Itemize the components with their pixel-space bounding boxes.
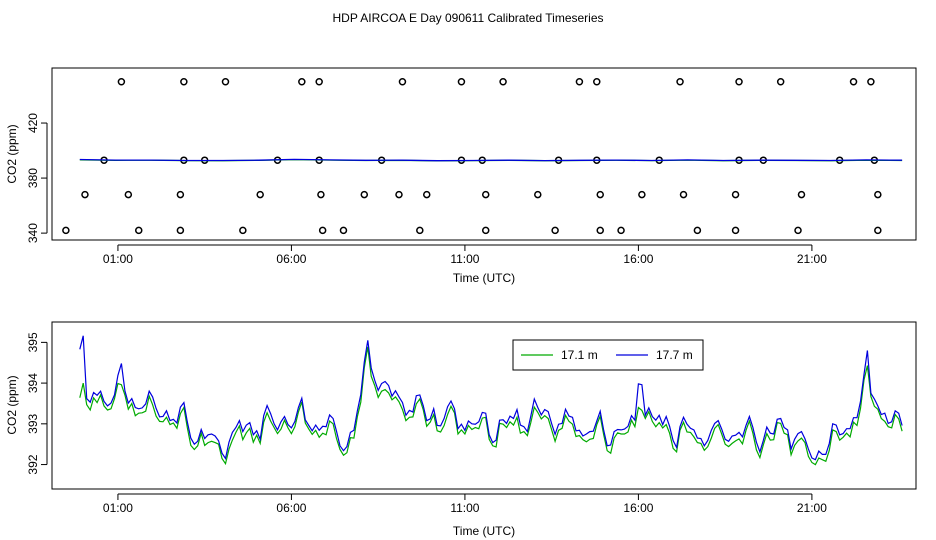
calibration-point (731, 190, 740, 199)
calibration-point (317, 190, 325, 199)
calibration-point (596, 226, 604, 235)
calibration-point (481, 190, 490, 199)
bottom-y-tick-label: 393 (26, 413, 40, 433)
calibration-point (797, 190, 806, 199)
top-x-tick-label: 01:00 (103, 252, 133, 266)
calibration-point (360, 190, 369, 199)
calibration-point (593, 78, 601, 86)
calibration-point (551, 226, 559, 235)
calibration-point (315, 78, 323, 86)
calibration-point (457, 78, 466, 86)
top-x-label: Time (UTC) (453, 271, 515, 285)
calibration-point (638, 190, 646, 199)
top-plot-frame (51, 67, 917, 241)
calibration-point (81, 190, 89, 199)
bottom-x-tick-label: 06:00 (276, 501, 306, 515)
calibration-point (339, 226, 348, 235)
calibration-point (180, 78, 188, 86)
legend: 17.1 m 17.7 m (512, 339, 704, 371)
calibration-point (776, 78, 785, 86)
bottom-y-axis: 392 393 394 395 (26, 332, 48, 475)
bottom-plot-frame (51, 321, 917, 490)
calibration-point (239, 226, 247, 235)
bottom-series-17-7-m (79, 335, 903, 461)
top-x-tick-label: 11:00 (450, 252, 479, 266)
top-x-tick-label: 16:00 (623, 252, 653, 266)
calibration-point (849, 78, 858, 86)
bottom-x-tick-label: 16:00 (623, 501, 653, 515)
legend-label-17-7: 17.7 m (656, 348, 693, 362)
calibration-point (499, 78, 507, 86)
bottom-panel: 01:00 06:00 11:00 16:00 21:00 392 393 394 395 T… (5, 321, 917, 538)
figure-title: HDP AIRCOA E Day 090611 Calibrated Times… (332, 11, 603, 25)
calibration-point (575, 78, 584, 86)
calibration-point (298, 78, 306, 86)
calibration-point (874, 190, 882, 199)
bottom-x-tick-label: 01:00 (103, 501, 133, 515)
top-panel: 01:00 06:00 11:00 16:00 21:00 340 380 420 Time… (5, 67, 917, 285)
calibration-point (117, 78, 126, 86)
calibration-point (124, 190, 133, 199)
top-x-tick-label: 06:00 (276, 252, 306, 266)
top-y-axis: 340 380 420 (26, 113, 48, 243)
top-y-tick-label: 340 (26, 223, 40, 243)
top-series-17-7-m (79, 158, 903, 162)
calibration-point (398, 78, 407, 86)
top-x-axis: 01:00 06:00 11:00 16:00 21:00 (103, 244, 827, 266)
top-y-tick-label: 380 (26, 168, 40, 188)
bottom-y-label: CO2 (ppm) (5, 375, 19, 434)
calibration-point (416, 226, 424, 235)
calibration-point (221, 78, 230, 86)
bottom-x-tick-label: 11:00 (450, 501, 479, 515)
bottom-series-lines (79, 335, 903, 466)
bottom-y-tick-label: 395 (26, 332, 40, 352)
top-y-tick-label: 420 (26, 113, 40, 133)
calibration-point (676, 78, 684, 86)
bottom-y-tick-label: 392 (26, 454, 40, 474)
calibration-point (867, 78, 875, 86)
calibration-point (176, 226, 185, 235)
bottom-x-tick-label: 21:00 (797, 501, 827, 515)
bottom-x-axis: 01:00 06:00 11:00 16:00 21:00 (103, 493, 827, 515)
calibration-point (62, 226, 70, 235)
bottom-x-label: Time (UTC) (453, 524, 515, 538)
calibration-point (794, 226, 802, 235)
calibration-point (395, 190, 403, 199)
calibration-point (481, 226, 490, 235)
top-calibration-points (62, 78, 882, 235)
calibration-point (176, 190, 185, 199)
bottom-y-tick-label: 394 (26, 373, 40, 393)
calibration-point (318, 226, 327, 235)
top-x-tick-label: 21:00 (797, 252, 827, 266)
calibration-point (735, 78, 743, 86)
top-series-lines (79, 158, 903, 162)
legend-label-17-1: 17.1 m (561, 348, 598, 362)
calibration-point (874, 226, 882, 235)
calibration-point (679, 190, 688, 199)
calibration-point (256, 190, 264, 199)
calibration-point (596, 190, 604, 199)
calibration-point (617, 226, 625, 235)
calibration-point (731, 226, 740, 235)
calibration-point (422, 190, 431, 199)
calibration-point (693, 226, 702, 235)
calibration-point (134, 226, 143, 235)
calibration-point (534, 190, 542, 199)
top-y-label: CO2 (ppm) (5, 124, 19, 183)
bottom-series-17-1-m (79, 346, 903, 466)
